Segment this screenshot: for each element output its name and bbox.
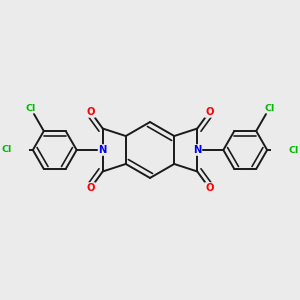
Text: O: O bbox=[86, 183, 95, 193]
Text: N: N bbox=[193, 145, 201, 155]
Text: O: O bbox=[205, 107, 214, 117]
Text: Cl: Cl bbox=[1, 146, 11, 154]
Text: O: O bbox=[86, 107, 95, 117]
Text: O: O bbox=[205, 183, 214, 193]
Text: Cl: Cl bbox=[289, 146, 299, 154]
Text: Cl: Cl bbox=[26, 103, 36, 112]
Text: Cl: Cl bbox=[264, 103, 274, 112]
Text: N: N bbox=[99, 145, 107, 155]
